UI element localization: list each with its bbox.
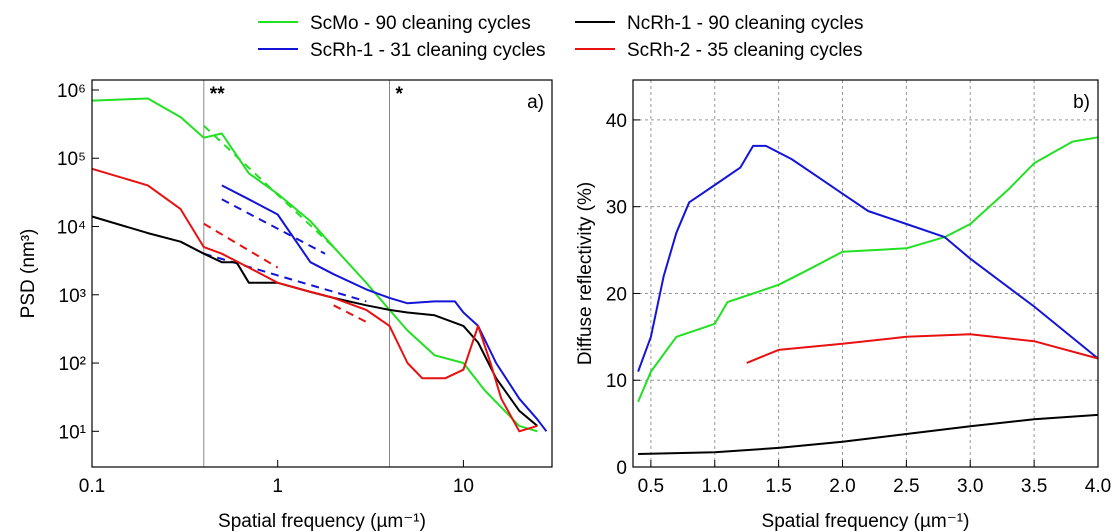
x-tick-label: 1 xyxy=(272,476,283,497)
reference-label: * xyxy=(396,84,404,105)
x-tick-label: 0.1 xyxy=(79,476,105,497)
reference-label: ** xyxy=(210,84,225,105)
x-tick-label: 3.5 xyxy=(1021,476,1047,497)
fit-line xyxy=(203,222,279,269)
x-tick-label: 2.0 xyxy=(829,476,855,497)
series-line xyxy=(637,136,1099,403)
plot-frame xyxy=(91,79,553,468)
x-tick-label: 2.5 xyxy=(893,476,919,497)
x-tick-label: 1.5 xyxy=(765,476,791,497)
x-axis-label: Spatial frequency (µm⁻¹) xyxy=(762,511,970,531)
x-tick-label: 10 xyxy=(453,476,474,497)
y-tick-label: 10² xyxy=(59,354,86,375)
series-line xyxy=(638,413,1099,455)
y-tick-label: 20 xyxy=(606,284,627,305)
x-axis-label: Spatial frequency (µm⁻¹) xyxy=(218,511,426,531)
x-tick-label: 3.0 xyxy=(957,476,983,497)
x-tick-label: 0.5 xyxy=(638,476,664,497)
legend-label: ScRh-1 - 31 cleaning cycles xyxy=(310,40,546,61)
legend-label: ScRh-2 - 35 cleaning cycles xyxy=(627,40,863,61)
y-tick-label: 10⁶ xyxy=(57,81,86,102)
series-line xyxy=(91,167,538,433)
series-line xyxy=(637,144,1099,372)
y-tick-label: 10¹ xyxy=(59,422,86,443)
y-tick-label: 40 xyxy=(606,111,627,132)
panel-label: a) xyxy=(527,92,544,113)
series-line xyxy=(91,97,538,433)
y-axis-label: PSD (nm³) xyxy=(18,229,39,319)
series-line xyxy=(221,184,548,432)
x-tick-label: 4.0 xyxy=(1085,476,1111,497)
y-tick-label: 30 xyxy=(606,198,627,219)
y-axis-label: Diffuse reflectivity (%) xyxy=(575,182,596,365)
panel-label: b) xyxy=(1073,92,1090,113)
fit-line xyxy=(221,198,326,255)
y-tick-label: 10⁵ xyxy=(57,149,86,170)
y-tick-label: 10 xyxy=(606,371,627,392)
y-tick-label: 10⁴ xyxy=(57,218,86,239)
y-tick-label: 10³ xyxy=(59,286,86,307)
legend-label: ScMo - 90 cleaning cycles xyxy=(310,13,531,34)
legend-label: NcRh-1 - 90 cleaning cycles xyxy=(627,13,864,34)
series-line xyxy=(746,333,1099,364)
y-tick-label: 0 xyxy=(616,458,627,479)
plot-frame xyxy=(632,79,1099,468)
x-tick-label: 1.0 xyxy=(702,476,728,497)
fit-line xyxy=(333,304,367,323)
